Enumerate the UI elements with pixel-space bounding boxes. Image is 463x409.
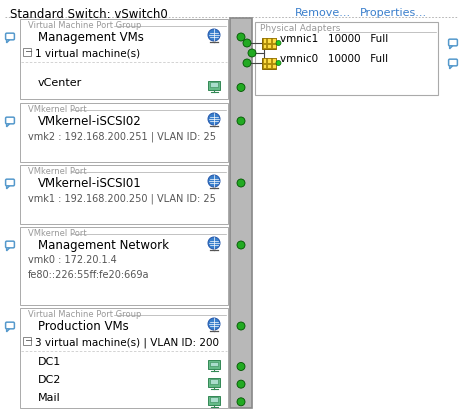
Bar (20, 165, 228, 224)
Text: DC1: DC1 (38, 357, 61, 367)
Text: Remove...: Remove... (295, 8, 351, 18)
Bar (267, 43, 271, 48)
Text: vmnic1   10000   Full: vmnic1 10000 Full (280, 34, 388, 44)
Circle shape (237, 33, 245, 41)
Polygon shape (6, 40, 10, 43)
Bar (208, 378, 220, 387)
Circle shape (237, 179, 245, 187)
Bar (263, 63, 266, 68)
Bar (272, 38, 275, 43)
Text: vmk2 : 192.168.200.251 | VLAN ID: 25: vmk2 : 192.168.200.251 | VLAN ID: 25 (28, 131, 216, 142)
FancyBboxPatch shape (6, 179, 14, 186)
Circle shape (237, 362, 245, 371)
FancyBboxPatch shape (6, 322, 14, 329)
FancyBboxPatch shape (449, 59, 457, 66)
Text: fe80::226:55ff:fe20:669a: fe80::226:55ff:fe20:669a (28, 270, 150, 280)
Polygon shape (6, 248, 10, 251)
Polygon shape (450, 66, 453, 69)
Text: Virtual Machine Port Group: Virtual Machine Port Group (28, 21, 141, 30)
Bar (210, 379, 218, 384)
Bar (267, 58, 271, 63)
Bar (20, 19, 228, 99)
Text: −: − (25, 336, 33, 346)
Bar (263, 58, 266, 63)
Circle shape (237, 83, 245, 92)
Bar (208, 360, 220, 369)
Text: vmnic0   10000   Full: vmnic0 10000 Full (280, 54, 388, 64)
Bar (267, 63, 271, 68)
Circle shape (243, 39, 251, 47)
Bar (255, 22, 438, 95)
Bar (262, 38, 276, 49)
FancyBboxPatch shape (6, 33, 14, 40)
Text: Management Network: Management Network (38, 239, 169, 252)
Circle shape (237, 398, 245, 406)
Polygon shape (450, 46, 453, 49)
Circle shape (237, 322, 245, 330)
Text: VMkernel-iSCSI01: VMkernel-iSCSI01 (38, 177, 142, 190)
Circle shape (243, 59, 251, 67)
Circle shape (208, 113, 220, 125)
Circle shape (276, 40, 281, 45)
Bar (272, 63, 275, 68)
Text: 1 virtual machine(s): 1 virtual machine(s) (35, 48, 140, 58)
Circle shape (237, 117, 245, 125)
Text: vmk0 : 172.20.1.4: vmk0 : 172.20.1.4 (28, 255, 117, 265)
Bar (208, 396, 220, 405)
Bar (210, 83, 218, 88)
Text: 3 virtual machine(s) | VLAN ID: 200: 3 virtual machine(s) | VLAN ID: 200 (35, 337, 219, 348)
Text: Production VMs: Production VMs (38, 320, 129, 333)
Bar (230, 18, 252, 408)
Text: Standard Switch: vSwitch0: Standard Switch: vSwitch0 (10, 8, 168, 21)
Text: Management VMs: Management VMs (38, 31, 144, 44)
Text: Properties...: Properties... (360, 8, 427, 18)
Text: VMkernel Port: VMkernel Port (28, 229, 87, 238)
Bar (263, 43, 266, 48)
FancyBboxPatch shape (449, 39, 457, 46)
Polygon shape (6, 329, 10, 332)
Text: −: − (25, 47, 33, 57)
Circle shape (276, 61, 281, 65)
Text: VMkernel Port: VMkernel Port (28, 167, 87, 176)
Bar (210, 362, 218, 366)
Text: DC2: DC2 (38, 375, 62, 385)
Bar (272, 58, 275, 63)
Circle shape (237, 241, 245, 249)
Polygon shape (6, 124, 10, 127)
Bar (20, 227, 228, 305)
Bar (20, 308, 228, 408)
Bar (272, 43, 275, 48)
FancyBboxPatch shape (6, 241, 14, 248)
Circle shape (208, 237, 220, 249)
Text: vCenter: vCenter (38, 79, 82, 88)
Bar (208, 81, 220, 90)
Text: Mail: Mail (38, 393, 61, 403)
Bar (23, 48, 31, 56)
Polygon shape (6, 186, 10, 189)
Bar (262, 58, 276, 68)
Circle shape (248, 49, 256, 57)
Text: vmk1 : 192.168.200.250 | VLAN ID: 25: vmk1 : 192.168.200.250 | VLAN ID: 25 (28, 193, 216, 204)
Bar (263, 38, 266, 43)
Circle shape (237, 380, 245, 388)
Text: VMkernel Port: VMkernel Port (28, 105, 87, 114)
Circle shape (208, 175, 220, 187)
Bar (210, 397, 218, 402)
FancyBboxPatch shape (6, 117, 14, 124)
Bar (23, 337, 31, 345)
Circle shape (208, 29, 220, 41)
Circle shape (208, 318, 220, 330)
Bar (267, 38, 271, 43)
Text: Virtual Machine Port Group: Virtual Machine Port Group (28, 310, 141, 319)
Text: Physical Adapters: Physical Adapters (260, 24, 340, 33)
Bar (20, 103, 228, 162)
Text: VMkernel-iSCSI02: VMkernel-iSCSI02 (38, 115, 142, 128)
